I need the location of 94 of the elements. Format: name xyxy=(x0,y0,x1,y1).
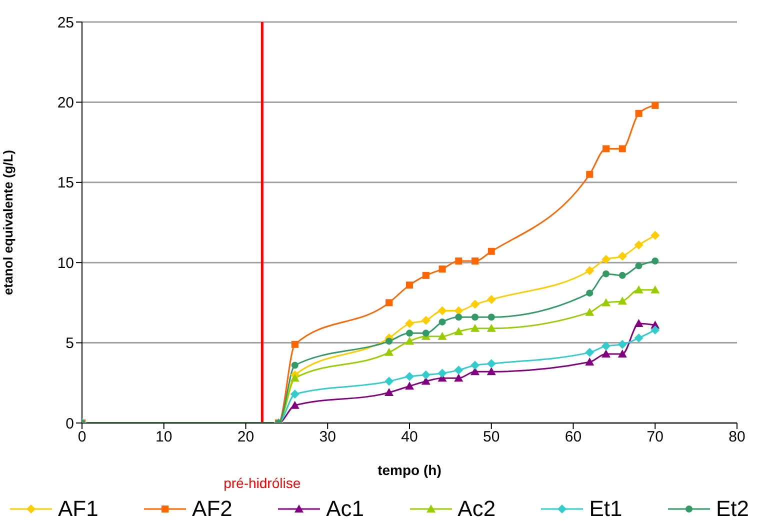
point xyxy=(438,368,447,378)
point xyxy=(470,324,480,332)
x-tick-label: 70 xyxy=(646,428,664,446)
point xyxy=(472,257,478,264)
point xyxy=(585,308,594,316)
point xyxy=(634,285,644,294)
point xyxy=(386,338,393,345)
point xyxy=(586,170,594,178)
point xyxy=(618,340,627,349)
point xyxy=(405,319,414,328)
legend-label: Et1 xyxy=(589,496,622,522)
x-axis-title: tempo (h) xyxy=(378,462,442,478)
point xyxy=(421,370,430,380)
point xyxy=(454,366,464,375)
point xyxy=(438,318,446,326)
point xyxy=(652,257,659,264)
x-tick-label: 30 xyxy=(319,428,336,446)
point xyxy=(488,248,495,255)
legend-label: Ac2 xyxy=(458,496,496,522)
point xyxy=(472,314,478,321)
point xyxy=(602,270,610,278)
point xyxy=(438,306,447,316)
point xyxy=(290,374,300,382)
legend-label: AF2 xyxy=(192,496,232,522)
point xyxy=(455,314,462,321)
point xyxy=(406,282,413,289)
point xyxy=(290,400,300,409)
point xyxy=(486,367,496,376)
point xyxy=(585,348,594,357)
legend-label: AF1 xyxy=(58,496,98,522)
point xyxy=(618,350,627,358)
point xyxy=(291,340,298,348)
x-tick-label: 50 xyxy=(483,428,500,446)
x-tick-label: 60 xyxy=(564,428,582,446)
y-tick-label: 25 xyxy=(57,14,74,32)
point xyxy=(470,360,480,370)
point xyxy=(634,240,644,250)
point xyxy=(586,290,594,297)
y-tick-label: 5 xyxy=(66,335,74,352)
point xyxy=(652,102,659,109)
point xyxy=(454,374,464,382)
point xyxy=(618,272,626,279)
point xyxy=(650,230,660,240)
point xyxy=(650,325,660,334)
point xyxy=(384,388,394,396)
point xyxy=(405,336,414,345)
point xyxy=(422,330,430,337)
y-axis-title: etanol equivalente (g/L) xyxy=(0,150,16,296)
point xyxy=(421,316,430,325)
point xyxy=(635,262,642,270)
point xyxy=(618,252,627,261)
point xyxy=(438,266,446,273)
point xyxy=(422,272,430,279)
point xyxy=(602,145,610,152)
point xyxy=(618,296,627,305)
point xyxy=(454,327,464,336)
point xyxy=(602,254,610,264)
x-tick-label: 10 xyxy=(156,428,172,446)
point xyxy=(406,330,413,337)
point xyxy=(386,299,393,306)
point xyxy=(634,319,644,328)
y-tick-label: 20 xyxy=(57,94,74,112)
point xyxy=(585,266,594,276)
ref-line-label: pré-hidrólise xyxy=(224,475,301,491)
point xyxy=(405,382,414,390)
point xyxy=(438,332,447,340)
point xyxy=(602,350,610,358)
point xyxy=(486,294,496,304)
point xyxy=(455,257,462,264)
y-tick-label: 0 xyxy=(66,415,74,432)
x-tick-label: 40 xyxy=(401,428,418,446)
point xyxy=(486,359,496,368)
point xyxy=(488,314,495,321)
x-tick-label: 20 xyxy=(237,428,254,446)
point xyxy=(650,285,660,294)
x-tick-label: 0 xyxy=(78,428,86,446)
point xyxy=(291,362,298,369)
point xyxy=(618,145,626,152)
point xyxy=(384,376,394,386)
y-tick-label: 15 xyxy=(57,174,74,192)
point xyxy=(634,333,644,342)
point xyxy=(470,300,480,309)
legend-label: Ac1 xyxy=(326,496,364,522)
y-tick-label: 10 xyxy=(57,254,74,272)
point xyxy=(602,342,610,351)
x-tick-label: 80 xyxy=(728,428,746,446)
point xyxy=(602,298,610,306)
point xyxy=(635,110,642,117)
point xyxy=(384,348,394,356)
point xyxy=(486,324,496,332)
point xyxy=(585,358,594,366)
legend-label: Et2 xyxy=(716,496,749,522)
point xyxy=(405,372,414,381)
point xyxy=(290,390,300,399)
